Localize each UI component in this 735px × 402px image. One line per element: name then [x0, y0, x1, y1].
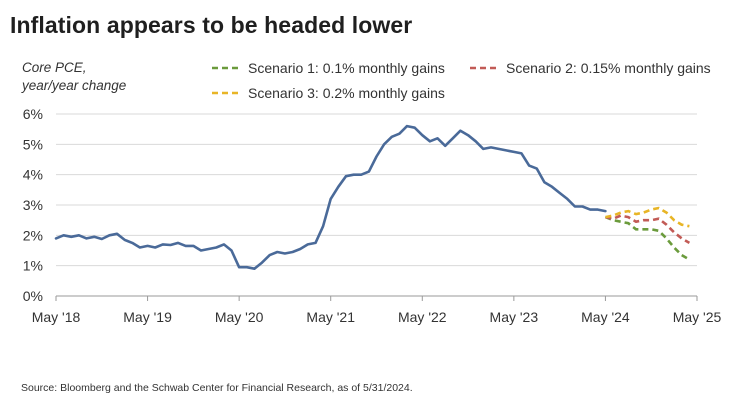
y-tick-label: 0% [23, 288, 43, 304]
x-tick-label: May '25 [673, 309, 722, 325]
legend-label-1: Scenario 1: 0.1% monthly gains [248, 60, 445, 76]
series-line-1 [604, 215, 691, 261]
series-lines [54, 124, 691, 271]
x-tick-label: May '22 [398, 309, 447, 325]
y-tick-label: 2% [23, 227, 43, 243]
source-note: Source: Bloomberg and the Schwab Center … [21, 382, 413, 394]
y-axis-label-line-1: Core PCE, [22, 60, 87, 75]
series-line-0 [54, 124, 607, 271]
y-axis-label-line-2: year/year change [22, 78, 127, 93]
grid-lines [56, 113, 697, 267]
chart-title: Inflation appears to be headed lower [10, 12, 413, 38]
x-tick-label: May '23 [490, 309, 539, 325]
x-tick-label: May '21 [306, 309, 355, 325]
y-axis-label: Core PCE, year/year change [22, 59, 126, 95]
x-tick-label: May '18 [32, 309, 81, 325]
x-tick-label: May '20 [215, 309, 264, 325]
x-tick-label: May '24 [581, 309, 630, 325]
axes: 0% 1% 2% 3% 4% 5% 6% May '18 May '19 May '20 May '… [23, 106, 722, 325]
x-tick-label: May '19 [123, 309, 172, 325]
legend-label-2: Scenario 2: 0.15% monthly gains [506, 60, 711, 76]
y-tick-label: 5% [23, 136, 43, 152]
legend-label-3: Scenario 3: 0.2% monthly gains [248, 85, 445, 101]
y-tick-label: 3% [23, 197, 43, 213]
y-tick-label: 1% [23, 258, 43, 274]
series-line-2 [605, 214, 691, 245]
y-tick-label: 4% [23, 167, 43, 183]
series-line-3 [605, 206, 690, 228]
y-tick-label: 6% [23, 106, 43, 122]
legend: Scenario 1: 0.1% monthly gains Scenario 2… [212, 60, 711, 101]
